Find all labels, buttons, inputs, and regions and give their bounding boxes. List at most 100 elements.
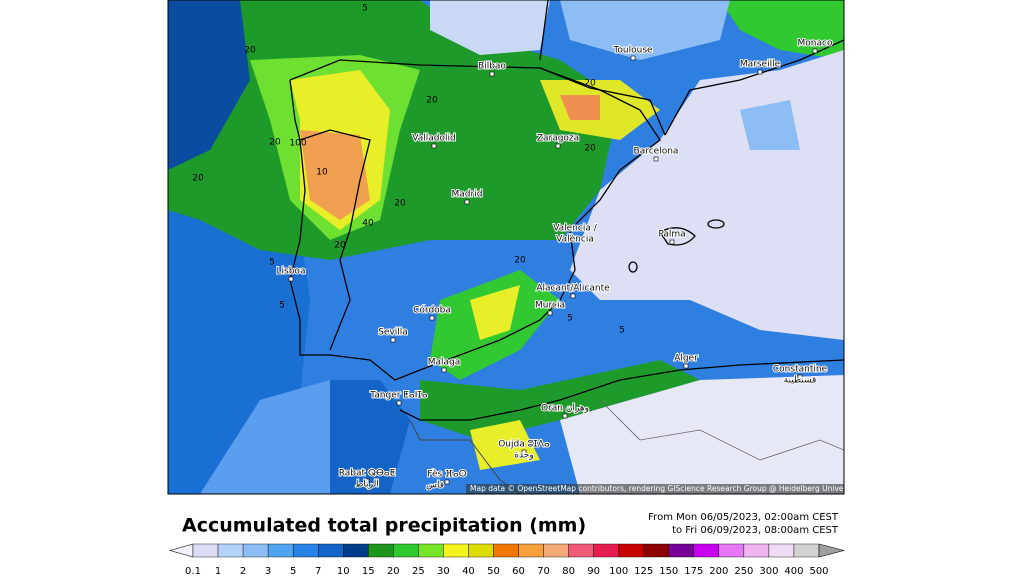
city-label: Madrid [452,190,483,200]
contour-label: 5 [279,301,285,311]
colorbar-tick-label: 80 [562,566,575,576]
colorbar-tick-label: 100 [609,566,628,576]
colorbar-tick-label: 3 [265,566,271,576]
colorbar-swatch [668,543,695,558]
city-label: Oran وهران [541,404,589,414]
colorbar-tick-label: 50 [487,566,500,576]
city-label: Rabat ⵕⴱⴰⵟ [339,469,396,479]
colorbar-swatch [793,543,820,558]
city-label: الرباط [355,480,379,490]
city-label: Constantine [773,365,828,375]
contour-label: 20 [584,79,596,89]
city-label: قسنطينة [784,376,817,386]
colorbar-swatch [292,543,319,558]
colorbar-tick-label: 25 [412,566,425,576]
city-label: Valladolid [412,134,455,144]
city-label: Lisboa [277,267,306,277]
city-marker [431,143,437,149]
colorbar-tick-label: 250 [734,566,753,576]
colorbar-swatch [693,543,720,558]
period-from: From Mon 06/05/2023, 02:00am CEST [648,512,839,523]
colorbar-under [168,543,194,558]
city-label: Alger [674,354,698,364]
contour-label: 20 [334,241,346,251]
colorbar-tick-label: 2 [240,566,246,576]
city-label: Zaragoza [537,134,579,144]
city-label: Monaco [798,39,833,49]
contour-label: 40 [362,219,374,229]
contour-label: 10 [316,168,328,178]
colorbar-swatch [318,543,344,558]
city-marker [444,479,450,485]
map-labels: Bilbao Toulouse Marseille Monaco Valladolid Z… [192,4,834,492]
city-marker [812,48,818,54]
city-label: Valencia / [553,224,598,234]
colorbar-swatch [618,543,644,558]
colorbar-over [818,543,846,558]
colorbar-swatch [418,543,444,558]
colorbar-tick-label: 20 [387,566,400,576]
city-marker [757,69,763,75]
city-marker [288,276,294,282]
colorbar-swatch [393,543,419,558]
colorbar-tick-label: 7 [315,566,321,576]
colorbar-tick-label: 300 [759,566,778,576]
contour-label: 20 [394,199,406,209]
contour-label: 20 [426,96,438,106]
map: Map data © OpenStreetMap contributors, r… [168,0,844,494]
city-label: وجدة [514,451,533,461]
city-marker [441,367,447,373]
contour-label: 20 [514,256,526,266]
contour-label: 5 [619,326,625,336]
colorbar-tick-label: 175 [684,566,703,576]
contour-label: 5 [567,314,573,324]
contour-label: 5 [269,258,275,268]
colorbar-tick-label: 70 [537,566,550,576]
contour-label: 20 [192,174,204,184]
city-marker [683,363,689,369]
colorbar-tick-label: 15 [362,566,375,576]
colorbar-tick-label: 30 [437,566,450,576]
city-label: Barcelona [634,147,679,157]
colorbar-tick-label: 90 [587,566,600,576]
colorbar-swatch [343,543,369,558]
colorbar-swatch [217,543,244,558]
colorbar-swatch [568,543,594,558]
colorbar-tick-label: 500 [809,566,828,576]
city-marker [562,413,568,419]
colorbar-swatch [267,543,294,558]
colorbar-swatch [543,543,569,558]
city-marker [630,55,636,61]
colorbar-tick-label: 10 [337,566,350,576]
city-marker [570,293,576,299]
colorbar-swatch [518,543,544,558]
colorbar-swatch [643,543,669,558]
contour-label: 20 [269,138,281,148]
city-label: València [556,234,594,245]
city-label: Marseille [740,60,781,70]
colorbar-swatch [368,543,394,558]
colorbar-swatch [743,543,770,558]
colorbar-swatch [768,543,795,558]
city-marker [390,337,396,343]
city-marker [547,310,553,316]
colorbar-swatch [242,543,269,558]
colorbar-tick-label: 0.1 [185,566,201,576]
colorbar-swatch [718,543,745,558]
city-marker [489,71,495,77]
colorbar-tick-label: 150 [659,566,678,576]
city-label: Oujda ⵓⵊⴷⴰ [498,440,550,450]
city-marker [521,449,527,455]
colorbar-tick-label: 40 [462,566,475,576]
colorbar-tick-label: 200 [709,566,728,576]
city-marker [669,239,675,245]
city-marker [797,374,803,380]
colorbar-swatch [192,543,219,558]
colorbar-swatch [593,543,619,558]
title: Accumulated total precipitation (mm) [182,515,586,537]
city-marker [429,315,435,321]
city-label: Malaga [428,358,461,368]
colorbar-tick-label: 125 [634,566,653,576]
